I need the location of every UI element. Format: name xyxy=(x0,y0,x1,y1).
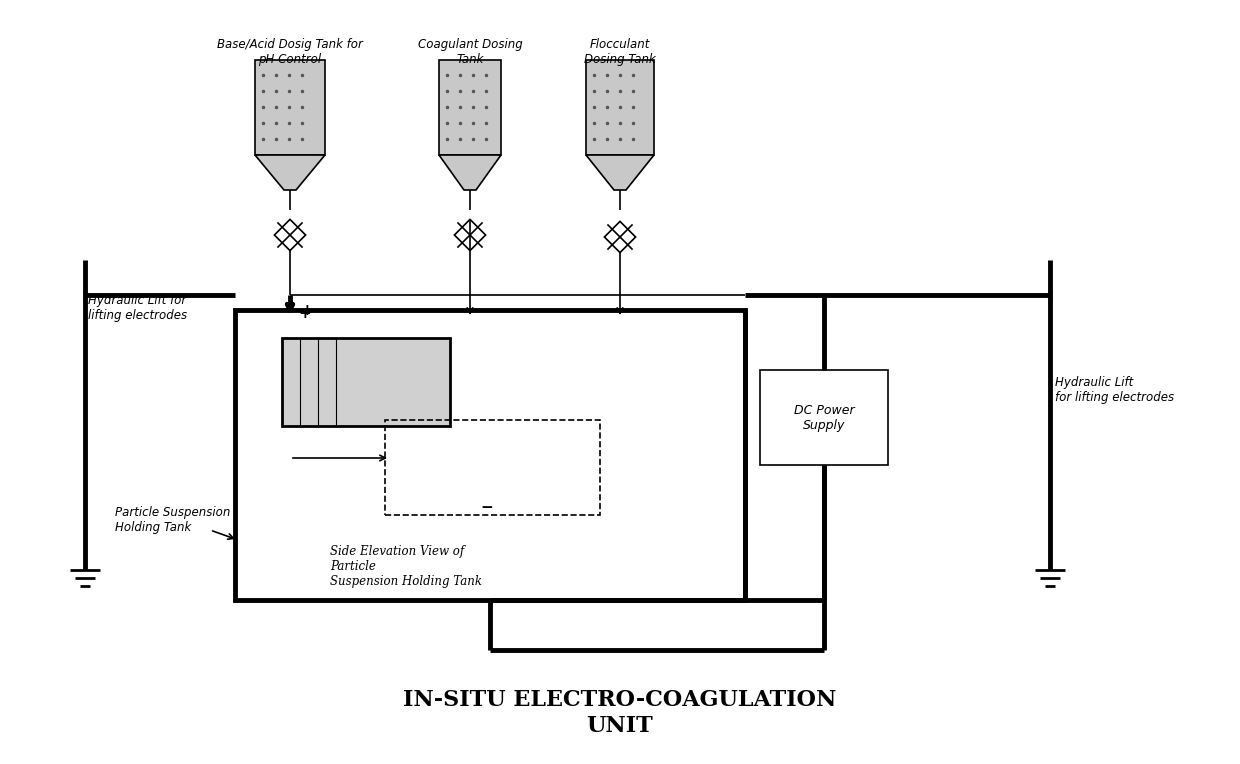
Bar xyxy=(384,420,600,515)
Text: Hydraulic Lift for
lifting electrodes: Hydraulic Lift for lifting electrodes xyxy=(88,294,187,322)
Polygon shape xyxy=(587,155,653,190)
Bar xyxy=(760,370,888,465)
Text: Flocculant
Dosing Tank: Flocculant Dosing Tank xyxy=(584,38,656,66)
Polygon shape xyxy=(604,222,636,253)
Polygon shape xyxy=(274,219,305,251)
Text: DC Power
Supply: DC Power Supply xyxy=(794,403,854,432)
Text: +: + xyxy=(298,306,311,321)
Text: −: − xyxy=(480,500,492,515)
Polygon shape xyxy=(439,155,501,190)
Text: Base/Acid Dosig Tank for
pH Control: Base/Acid Dosig Tank for pH Control xyxy=(217,38,363,66)
Text: Particle Suspension
Holding Tank: Particle Suspension Holding Tank xyxy=(115,506,231,534)
Text: Coagulant Dosing
Tank: Coagulant Dosing Tank xyxy=(418,38,522,66)
Bar xyxy=(587,60,653,155)
Text: Side Elevation View of
Particle
Suspension Holding Tank: Side Elevation View of Particle Suspensi… xyxy=(330,545,482,588)
Text: +: + xyxy=(300,303,312,318)
Polygon shape xyxy=(454,219,486,251)
Bar xyxy=(255,60,325,155)
Bar xyxy=(281,338,450,426)
Bar xyxy=(236,310,745,600)
Bar xyxy=(439,60,501,155)
Text: UNIT: UNIT xyxy=(587,715,653,737)
Text: Hydraulic Lift
for lifting electrodes: Hydraulic Lift for lifting electrodes xyxy=(1055,376,1174,404)
Polygon shape xyxy=(255,155,325,190)
Text: IN-SITU ELECTRO-COAGULATION: IN-SITU ELECTRO-COAGULATION xyxy=(403,689,837,711)
